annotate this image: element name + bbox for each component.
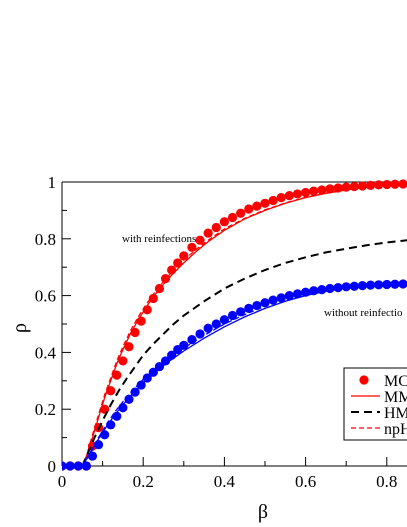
legend-label: MC: [384, 373, 407, 390]
data-point: [244, 303, 254, 313]
series-6: [81, 281, 407, 467]
axes: 0 0.2 0.4 0.6 0.8 0 0.2 0.4 0.6 0.8 1 β ρ: [9, 173, 407, 523]
annotation: with reinfections: [122, 233, 196, 245]
legend-item: HM: [351, 405, 407, 422]
y-tick-label: 0: [48, 457, 57, 476]
legend-marker: [359, 375, 369, 385]
y-tick-label: 0.8: [35, 230, 56, 249]
plot-series: [62, 179, 407, 471]
data-point: [179, 340, 189, 350]
data-point: [195, 329, 205, 339]
data-point: [219, 315, 229, 325]
legend-label: MM: [384, 389, 407, 406]
data-point: [173, 258, 183, 268]
data-point: [244, 204, 254, 214]
series-line: [81, 239, 407, 467]
data-point: [260, 198, 270, 208]
y-tick-label: 1: [48, 173, 57, 192]
data-point: [124, 342, 134, 352]
data-point: [65, 461, 75, 471]
data-point: [268, 195, 278, 206]
data-point: [142, 373, 152, 383]
x-tick-label: 0.4: [214, 472, 236, 491]
y-tick-label: 0.2: [35, 400, 56, 419]
legend-item: npH: [351, 421, 407, 438]
y-tick-label: 0.4: [35, 343, 57, 362]
series-line: [81, 282, 407, 467]
data-point: [227, 310, 238, 321]
data-point: [292, 289, 303, 299]
data-point: [301, 187, 311, 198]
legend-item: MM: [351, 389, 407, 406]
data-point: [148, 367, 158, 377]
data-point: [276, 193, 286, 203]
data-point: [203, 323, 213, 333]
data-point: [73, 461, 83, 471]
x-tick-label: 0: [58, 472, 67, 491]
data-point: [236, 208, 246, 218]
data-point: [203, 228, 213, 238]
y-axis-label: ρ: [9, 323, 31, 333]
data-point: [195, 235, 205, 245]
series-2: [81, 183, 407, 467]
data-point: [325, 184, 335, 194]
data-point: [252, 201, 262, 211]
data-point: [317, 185, 327, 195]
data-point: [398, 279, 407, 289]
data-point: [211, 319, 221, 329]
annotations: with reinfections without reinfectio: [122, 233, 403, 319]
series-line: [81, 183, 407, 467]
x-tick-label: 0.6: [295, 472, 316, 491]
legend-label: npH: [384, 421, 407, 438]
data-point: [365, 180, 376, 191]
x-tick-label: 0.2: [133, 472, 154, 491]
data-point: [219, 217, 229, 227]
data-point: [187, 242, 197, 252]
data-point: [309, 186, 319, 196]
data-point: [333, 183, 343, 193]
y-tick-label: 0.6: [35, 287, 56, 306]
annotation: without reinfectio: [324, 307, 403, 319]
x-axis-label: β: [258, 501, 268, 523]
data-point: [112, 370, 122, 380]
data-point: [62, 461, 67, 471]
series-line: [81, 281, 407, 467]
data-point: [211, 222, 221, 233]
data-point: [118, 403, 128, 413]
data-point: [227, 212, 238, 223]
series-3: [81, 239, 407, 467]
data-point: [236, 307, 246, 317]
data-point: [284, 191, 294, 201]
data-point: [187, 335, 197, 345]
legend-item: MC: [359, 373, 407, 390]
data-point: [292, 189, 303, 199]
legend-label: HM: [384, 405, 407, 422]
data-point: [374, 180, 384, 190]
data-point: [112, 411, 122, 421]
series-5: [81, 282, 407, 467]
data-point: [284, 291, 294, 301]
data-point: [252, 300, 262, 311]
data-point: [118, 356, 128, 366]
x-tick-label: 0.8: [376, 472, 397, 491]
data-point: [167, 265, 177, 275]
data-point: [81, 461, 91, 471]
data-point: [382, 179, 392, 190]
data-point: [357, 181, 368, 191]
